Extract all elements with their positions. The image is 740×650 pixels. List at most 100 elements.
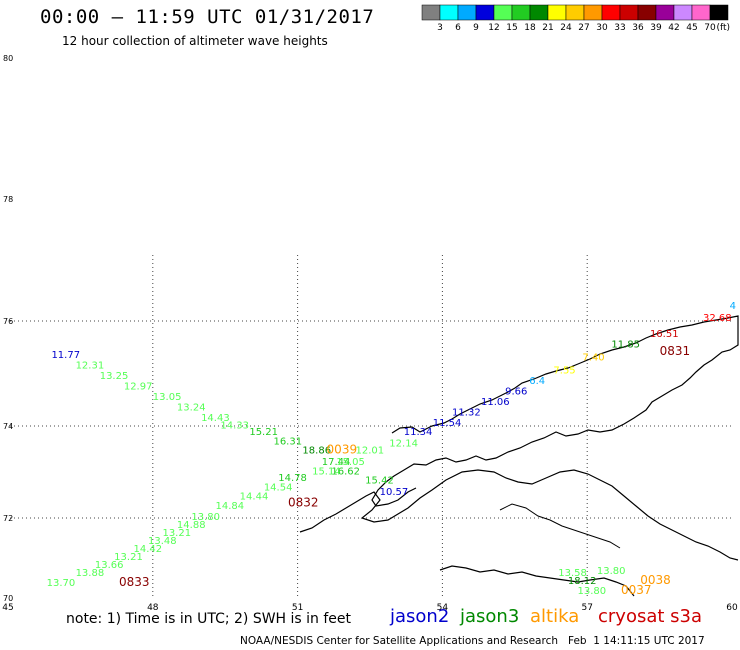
longitude-tick-label: 51 bbox=[292, 603, 303, 613]
wave-height-label: 14.44 bbox=[240, 492, 269, 503]
wave-height-label: 14.84 bbox=[216, 501, 245, 512]
longitude-tick-label: 57 bbox=[581, 603, 592, 613]
latitude-tick-label: 74 bbox=[3, 422, 13, 431]
wave-height-label: 13.80 bbox=[191, 512, 220, 523]
colorbar-tick-label: 24 bbox=[560, 23, 572, 33]
vaygach-shore bbox=[439, 565, 635, 597]
wave-height-label: 11.34 bbox=[404, 427, 433, 438]
colorbar-swatch bbox=[619, 4, 639, 21]
colorbar-tick-label: 9 bbox=[473, 23, 479, 33]
wave-height-label: 14.42 bbox=[133, 544, 162, 555]
latitude-tick-label: 78 bbox=[3, 195, 13, 204]
wave-height-label: 16.51 bbox=[650, 329, 679, 340]
pass-time-label: 0831 bbox=[660, 344, 691, 358]
pass-time-label: 0833 bbox=[119, 575, 150, 589]
colorbar-swatch bbox=[565, 4, 585, 21]
wave-height-label: 9.66 bbox=[505, 387, 527, 398]
wave-height-label: 13.88 bbox=[76, 568, 105, 579]
latitude-tick-label: 80 bbox=[3, 54, 13, 63]
wave-height-label: 11.85 bbox=[611, 339, 640, 350]
longitude-tick-label: 48 bbox=[147, 603, 159, 613]
longitude-tick-label: 60 bbox=[726, 603, 738, 613]
wave-height-label: 13.21 bbox=[162, 528, 191, 539]
wave-height-label: 18.86 bbox=[302, 446, 331, 457]
wave-height-label: 16.31 bbox=[273, 436, 302, 447]
colorbar-tick-label: 33 bbox=[614, 23, 625, 33]
colorbar-tick-label: 70 bbox=[704, 23, 716, 33]
wave-height-label: 15.21 bbox=[249, 427, 278, 438]
wave-height-label: 7.55 bbox=[553, 366, 575, 377]
wave-height-label: 13.21 bbox=[114, 552, 143, 563]
wave-height-label: 13.58 bbox=[558, 568, 587, 579]
colorbar-swatch bbox=[439, 4, 459, 21]
novaya-zemlya-north-island bbox=[371, 315, 739, 507]
wave-height-label: 13.24 bbox=[177, 402, 206, 413]
color-legend: 3 6 9 12 15 18 21 24 27 30 33 36 39 42 45 70 (ft) bbox=[421, 4, 730, 33]
colorbar-swatch bbox=[691, 4, 711, 21]
wave-height-label: 11.06 bbox=[481, 397, 510, 408]
pass-time-label: 0037 bbox=[621, 583, 652, 597]
credits-text: NOAA/NESDIS Center for Satellite Applica… bbox=[240, 635, 705, 647]
wave-height-label: 14.43 bbox=[201, 413, 230, 424]
colorbar-swatch bbox=[421, 4, 441, 21]
colorbar-unit: (ft) bbox=[716, 23, 730, 33]
pass-time-label: 0039 bbox=[327, 443, 358, 457]
wave-height-label: 10.57 bbox=[380, 487, 409, 498]
wave-height-label: 12.01 bbox=[356, 446, 385, 457]
colorbar-tick-label: 6 bbox=[455, 23, 461, 33]
wave-height-label: 15.05 bbox=[336, 457, 365, 468]
colorbar-swatch bbox=[547, 4, 567, 21]
page-subtitle: 12 hour collection of altimeter wave hei… bbox=[62, 34, 328, 48]
colorbar-tick-label: 15 bbox=[506, 23, 517, 33]
latitude-tick-label: 76 bbox=[3, 317, 13, 326]
wave-height-label: 17.44 bbox=[322, 457, 351, 468]
wave-height-label: 15.42 bbox=[365, 476, 394, 487]
wave-height-label: 13.48 bbox=[148, 536, 177, 547]
altimeter-observations: 11.7712.3113.2512.9713.0513.2414.4314.33… bbox=[47, 301, 736, 597]
pass-time-label: 0832 bbox=[288, 496, 319, 510]
wave-height-label: 13.70 bbox=[47, 578, 76, 589]
coastline bbox=[299, 315, 739, 597]
wave-height-label: 4 bbox=[730, 301, 736, 312]
wave-height-label: 13.05 bbox=[153, 392, 182, 403]
colorbar-tick-label: 30 bbox=[596, 23, 608, 33]
wave-height-label: 32.68 bbox=[703, 313, 732, 324]
colorbar-tick-label: 45 bbox=[686, 23, 697, 33]
wave-height-label: 13.25 bbox=[100, 371, 129, 382]
wave-height-label: 11.32 bbox=[452, 408, 481, 419]
wave-height-label: 12.31 bbox=[76, 360, 105, 371]
colorbar-swatch bbox=[457, 4, 477, 21]
longitude-tick-label: 54 bbox=[437, 603, 449, 613]
colorbar-swatch bbox=[709, 4, 729, 21]
page-title: 00:00 – 11:59 UTC 01/31/2017 bbox=[40, 6, 375, 28]
wave-height-label: 15.14 bbox=[312, 466, 341, 477]
pass-time-label: 0038 bbox=[640, 573, 671, 587]
wave-height-label: 12.14 bbox=[389, 439, 418, 450]
colorbar-swatch bbox=[673, 4, 693, 21]
longitude-tick-label: 45 bbox=[2, 603, 13, 613]
colorbar-tick-label: 12 bbox=[488, 23, 499, 33]
wave-height-label: 14.88 bbox=[177, 520, 206, 531]
wave-height-label: 14.54 bbox=[264, 482, 293, 493]
wave-height-label: 18.12 bbox=[568, 576, 597, 587]
colorbar-swatch bbox=[601, 4, 621, 21]
wave-height-label: 13.80 bbox=[597, 566, 626, 577]
colorbar-tick-label: 18 bbox=[524, 23, 536, 33]
wave-height-label: 16.62 bbox=[331, 466, 360, 477]
colorbar-swatch bbox=[637, 4, 657, 21]
colorbar-tick-label: 21 bbox=[542, 23, 553, 33]
colorbar-swatch bbox=[529, 4, 549, 21]
colorbar-swatch bbox=[493, 4, 513, 21]
wave-height-label: 13.80 bbox=[578, 586, 607, 597]
wave-height-label: 12.97 bbox=[124, 381, 153, 392]
colorbar-tick-label: 27 bbox=[578, 23, 589, 33]
novaya-zemlya-south-island bbox=[299, 469, 739, 561]
colorbar-swatch bbox=[475, 4, 495, 21]
wave-height-label: 11.54 bbox=[433, 418, 462, 429]
latitude-tick-label: 70 bbox=[3, 594, 13, 603]
colorbar-tick-label: 39 bbox=[650, 23, 662, 33]
colorbar-tick-label: 3 bbox=[437, 23, 443, 33]
wave-height-label: 13.66 bbox=[95, 560, 124, 571]
